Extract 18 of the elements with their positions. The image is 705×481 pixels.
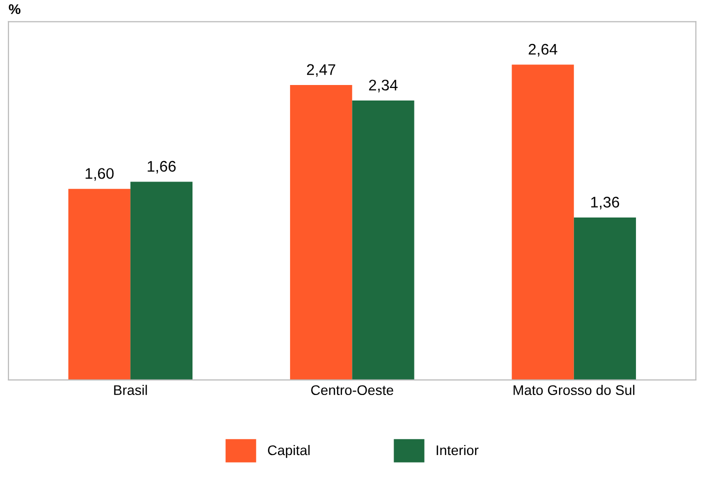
data-label: 2,47	[307, 64, 336, 77]
x-tick-label: Centro-Oeste	[311, 385, 394, 396]
y-axis-title: %	[8, 4, 20, 14]
bar	[130, 182, 192, 380]
legend-label: Capital	[268, 444, 310, 458]
bar	[512, 64, 574, 380]
x-tick-label: Mato Grosso do Sul	[514, 384, 634, 396]
bar	[290, 84, 352, 380]
legend-label: Interior	[436, 444, 478, 456]
bar	[352, 100, 414, 380]
data-label: 2,64	[528, 44, 558, 56]
x-tick-label: Brasil	[114, 384, 147, 396]
data-label: 2,34	[369, 80, 398, 92]
bar	[68, 188, 130, 380]
data-label: 1,60	[86, 168, 114, 181]
bar	[574, 218, 636, 380]
data-label: 1,36	[591, 196, 620, 210]
data-label: 1,66	[148, 160, 176, 174]
